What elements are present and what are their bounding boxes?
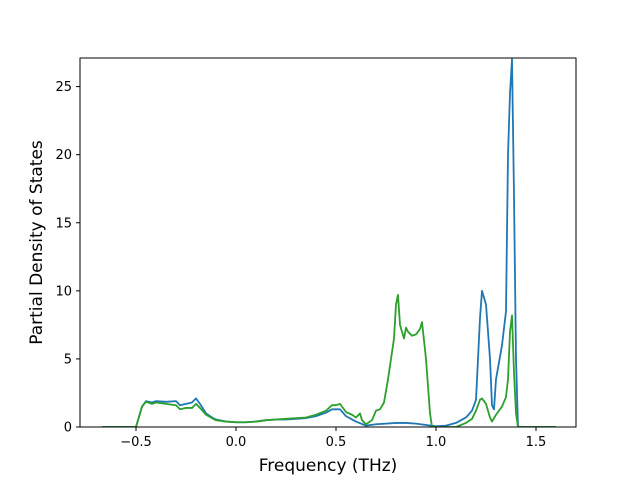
y-tick-label: 20 <box>55 148 72 163</box>
x-axis-label: Frequency (THz) <box>259 456 398 476</box>
y-tick-label: 10 <box>55 284 72 299</box>
series-line-1 <box>102 58 556 427</box>
y-tick-label: 25 <box>55 80 72 95</box>
x-tick-label: 1.0 <box>426 435 447 450</box>
y-axis-label: Partial Density of States <box>27 140 47 345</box>
y-tick-label: 15 <box>55 216 72 231</box>
x-tick-label: 0.5 <box>326 435 347 450</box>
y-tick-label: 5 <box>64 352 72 367</box>
x-tick-label: 0.0 <box>226 435 247 450</box>
x-tick-label: −0.5 <box>120 435 152 450</box>
plot-frame <box>79 57 577 428</box>
y-tick-label: 0 <box>64 421 72 436</box>
series-line-2 <box>102 294 556 427</box>
series-layer <box>102 58 556 427</box>
axes-layer: −0.5 0.0 0.5 1.0 1.5 0 5 10 15 20 25 <box>55 57 577 450</box>
x-tick-label: 1.5 <box>526 435 547 450</box>
